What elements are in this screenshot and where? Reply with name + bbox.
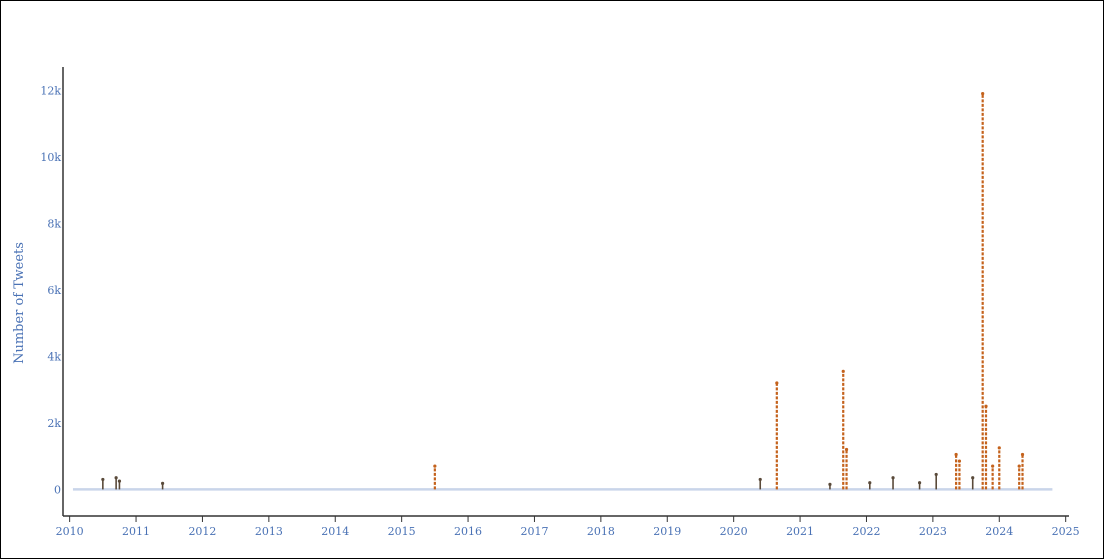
spike-point [1020,452,1025,457]
x-tick-label: 2011 [122,525,150,538]
spike-point [775,381,779,385]
y-tick-label: 2k [47,417,61,430]
x-tick-label: 2021 [786,525,814,538]
y-tick-label: 8k [47,217,61,230]
x-tick-label: 2025 [1052,525,1080,538]
spike-point [891,476,895,480]
x-tick-label: 2017 [520,525,548,538]
x-tick-label: 2024 [985,525,1013,538]
spike-point [991,464,995,468]
spike-point [868,481,872,485]
spike-point [1017,464,1021,468]
spike-point [971,476,975,480]
spike-point [981,92,985,96]
y-ticks: 0 2k 4k 6k 8k 10k 12k [40,84,61,496]
spike-point [841,369,845,373]
spike-point [161,481,165,486]
x-tick-label: 2012 [188,525,216,538]
spike-point [997,446,1001,450]
spike-point [954,452,958,457]
y-axis-title: Number of Tweets [12,242,27,364]
axis-layer [62,67,1069,517]
spike-point [844,447,849,452]
y-tick-label: 0 [54,483,61,496]
spike-point [114,476,118,480]
spike-point [984,404,988,408]
x-tick-label: 2018 [587,525,615,538]
x-ticks: 2010 2011 2012 2013 2014 2015 2016 2017 2018 2019… [56,516,1080,538]
spike-point [758,477,762,482]
spike-point [934,472,938,477]
spike-point [117,479,122,483]
x-tick-label: 2020 [720,525,748,538]
x-tick-label: 2023 [919,525,947,538]
spike-layer [101,92,1025,490]
x-tick-label: 2015 [388,525,416,538]
y-tick-label: 10k [40,151,61,164]
y-tick-label: 6k [47,284,61,297]
x-tick-label: 2013 [255,525,283,538]
spike-point [957,459,962,463]
spike-point [828,482,832,487]
x-tick-label: 2019 [653,525,681,538]
spike-point [917,481,922,485]
y-tick-label: 4k [47,350,61,363]
x-tick-label: 2014 [321,525,349,538]
x-tick-label: 2010 [56,525,84,538]
x-tick-label: 2016 [454,525,482,538]
x-tick-label: 2022 [852,525,880,538]
y-tick-label: 12k [40,84,61,97]
spike-point [433,464,437,468]
spike-point [101,477,105,482]
